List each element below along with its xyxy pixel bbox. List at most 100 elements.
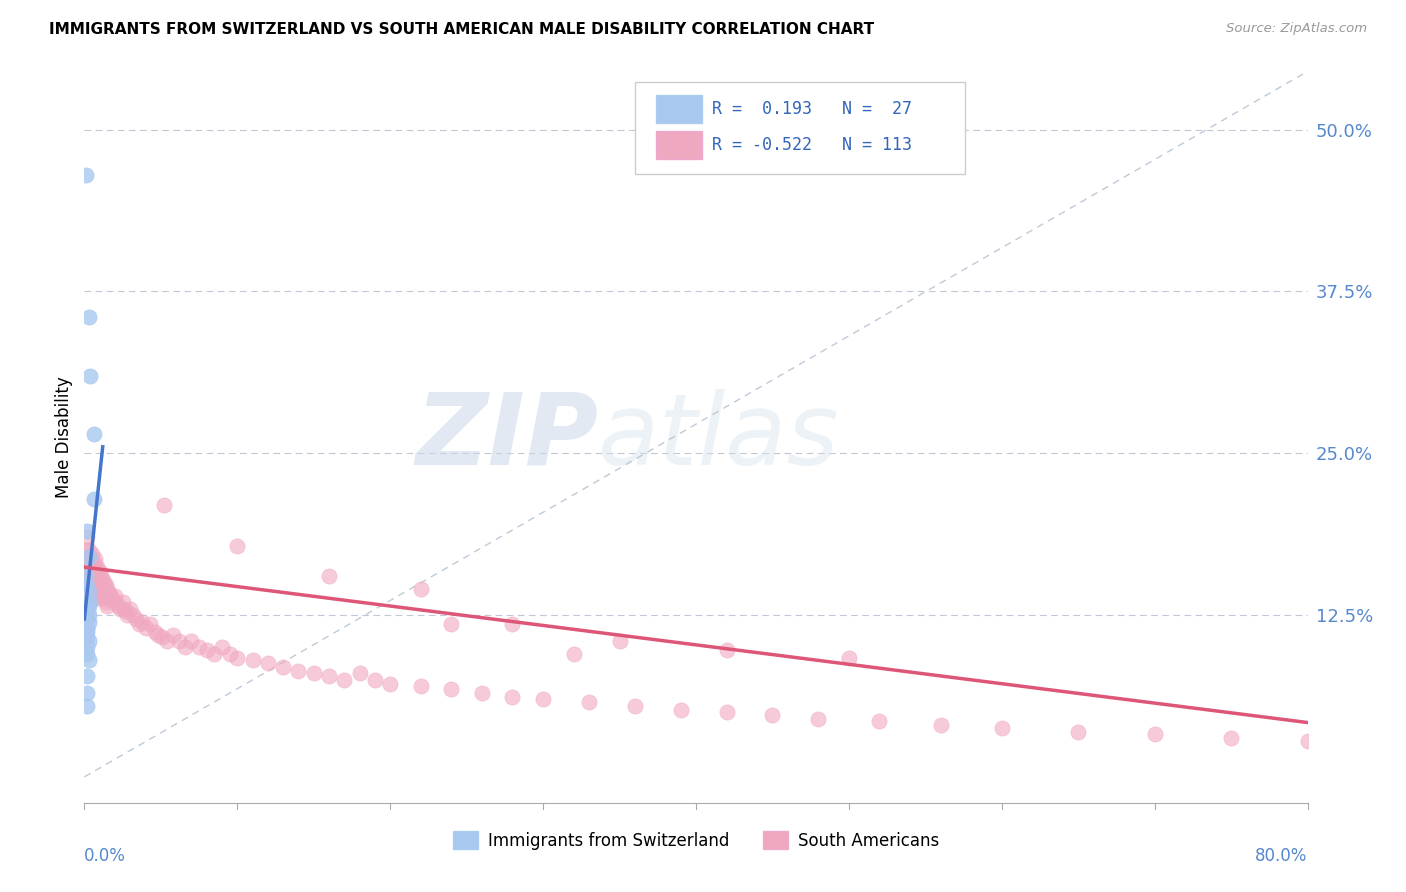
Bar xyxy=(655,131,702,159)
Point xyxy=(1220,731,1243,745)
Point xyxy=(76,647,98,661)
Point xyxy=(83,491,105,506)
Text: atlas: atlas xyxy=(598,389,839,485)
Point xyxy=(120,601,142,615)
Point xyxy=(75,569,97,583)
Point xyxy=(114,604,136,618)
Point xyxy=(77,582,100,597)
Point xyxy=(76,686,98,700)
Point xyxy=(76,624,98,639)
Point xyxy=(104,589,127,603)
Point xyxy=(440,681,463,696)
Point xyxy=(991,721,1014,735)
Point xyxy=(174,640,197,655)
Point xyxy=(83,582,105,597)
Point xyxy=(93,591,115,606)
Point xyxy=(77,543,100,558)
Point xyxy=(79,368,101,383)
Point xyxy=(111,595,134,609)
Text: 0.0%: 0.0% xyxy=(84,847,127,864)
Y-axis label: Male Disability: Male Disability xyxy=(55,376,73,498)
FancyBboxPatch shape xyxy=(636,82,965,174)
Point xyxy=(167,634,190,648)
Point xyxy=(202,647,225,661)
Point xyxy=(122,608,145,623)
Point xyxy=(77,634,100,648)
Point xyxy=(112,601,135,615)
Point xyxy=(135,621,157,635)
Point xyxy=(91,573,114,587)
Point xyxy=(79,586,101,600)
Point xyxy=(76,669,98,683)
Point xyxy=(218,647,240,661)
Point xyxy=(257,656,280,670)
Point xyxy=(108,601,131,615)
Point xyxy=(76,578,98,592)
Point xyxy=(669,703,692,717)
Point xyxy=(76,569,98,583)
Point xyxy=(77,310,100,325)
Point xyxy=(79,595,101,609)
Point xyxy=(156,634,179,648)
Point xyxy=(105,595,128,609)
Point xyxy=(76,698,98,713)
Point xyxy=(562,647,585,661)
Point xyxy=(318,569,340,583)
Point xyxy=(380,676,402,690)
Point xyxy=(89,566,111,580)
Point xyxy=(75,168,97,182)
Point xyxy=(76,604,98,618)
Text: Source: ZipAtlas.com: Source: ZipAtlas.com xyxy=(1226,22,1367,36)
Point xyxy=(502,690,524,704)
Point xyxy=(471,686,494,700)
Point xyxy=(83,426,105,441)
Point xyxy=(761,707,783,722)
Point xyxy=(76,621,98,635)
Point xyxy=(287,664,309,678)
Point xyxy=(440,617,463,632)
Point xyxy=(107,599,129,613)
Point xyxy=(624,698,647,713)
Point xyxy=(77,573,100,587)
Point xyxy=(98,589,121,603)
Point xyxy=(578,695,600,709)
Point xyxy=(96,599,118,613)
Point xyxy=(90,584,112,599)
Point xyxy=(79,575,101,590)
Point xyxy=(77,615,100,629)
Point xyxy=(76,630,98,644)
Point xyxy=(139,617,162,632)
Point xyxy=(89,582,111,597)
Point xyxy=(146,627,169,641)
Text: 80.0%: 80.0% xyxy=(1256,847,1308,864)
Point xyxy=(76,530,98,544)
Point xyxy=(143,624,166,639)
Point xyxy=(91,589,114,603)
Point xyxy=(77,608,100,623)
Point xyxy=(502,617,524,632)
Point xyxy=(195,643,218,657)
Point xyxy=(609,634,631,648)
Point xyxy=(86,573,108,587)
Point xyxy=(83,557,105,571)
Text: IMMIGRANTS FROM SWITZERLAND VS SOUTH AMERICAN MALE DISABILITY CORRELATION CHART: IMMIGRANTS FROM SWITZERLAND VS SOUTH AME… xyxy=(49,22,875,37)
Point xyxy=(87,591,110,606)
Point xyxy=(77,560,100,574)
Point xyxy=(77,653,100,667)
Point xyxy=(87,563,110,577)
Point xyxy=(1143,727,1166,741)
Point xyxy=(76,621,98,635)
Point xyxy=(94,578,117,592)
Point xyxy=(271,660,294,674)
Point xyxy=(93,575,115,590)
Point xyxy=(77,599,100,613)
Point xyxy=(716,705,738,719)
Point xyxy=(1296,733,1319,747)
Point xyxy=(90,569,112,583)
Text: R = -0.522   N = 113: R = -0.522 N = 113 xyxy=(711,136,912,154)
Point xyxy=(162,627,184,641)
Point xyxy=(150,630,173,644)
Point xyxy=(409,679,432,693)
Point xyxy=(131,615,153,629)
Point xyxy=(188,640,211,655)
